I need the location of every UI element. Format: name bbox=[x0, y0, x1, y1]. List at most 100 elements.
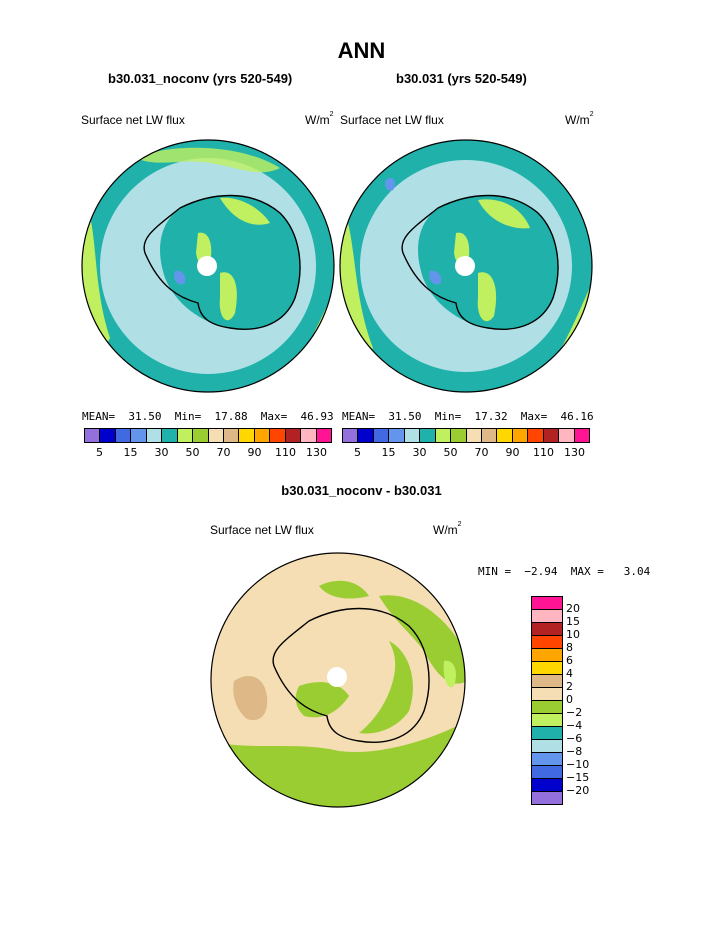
panel-2-stats: MEAN= 31.50 Min= 17.32 Max= 46.16 bbox=[342, 410, 594, 423]
panel-1-subtitle: b30.031_noconv (yrs 520-549) bbox=[108, 71, 293, 86]
colorbar-swatch bbox=[239, 429, 255, 442]
colorbar-swatch bbox=[131, 429, 147, 442]
colorbar-panel-1-ticks: 5 15 30 50 70 90 110 130 bbox=[84, 446, 332, 460]
panel-2-units: W/m2 bbox=[565, 111, 594, 127]
colorbar-swatch bbox=[466, 429, 482, 442]
colorbar-tick-label: 2 bbox=[566, 680, 573, 693]
colorbar-tick-label: 8 bbox=[566, 641, 573, 654]
colorbar-tick-label: 30 bbox=[412, 446, 427, 459]
diff-units: W/m2 bbox=[433, 521, 462, 537]
colorbar-swatch bbox=[532, 766, 562, 779]
colorbar-swatch bbox=[301, 429, 317, 442]
colorbar-tick-label: −20 bbox=[566, 784, 590, 797]
colorbar-swatch bbox=[162, 429, 178, 442]
colorbar-tick-label: −6 bbox=[566, 732, 583, 745]
colorbar-tick-label: 90 bbox=[505, 446, 520, 459]
colorbar-tick-label: 20 bbox=[566, 602, 580, 615]
colorbar-swatch bbox=[532, 701, 562, 714]
colorbar-diff-ticks: 20 15 10 8 6 4 2 0 −2 −4 −6 −8 −10 −15 −20 bbox=[566, 596, 606, 806]
colorbar-swatch bbox=[208, 429, 224, 442]
colorbar-swatch bbox=[223, 429, 240, 442]
colorbar-swatch bbox=[532, 662, 562, 675]
colorbar-swatch bbox=[177, 429, 194, 442]
colorbar-tick-label: −10 bbox=[566, 758, 590, 771]
colorbar-diff bbox=[531, 596, 563, 805]
colorbar-swatch bbox=[420, 429, 436, 442]
colorbar-swatch bbox=[532, 675, 562, 688]
colorbar-tick-label: 5 bbox=[96, 446, 103, 459]
colorbar-swatch bbox=[373, 429, 390, 442]
colorbar-tick-label: 90 bbox=[247, 446, 262, 459]
colorbar-tick-label: −15 bbox=[566, 771, 590, 784]
colorbar-tick-label: 130 bbox=[306, 446, 327, 459]
colorbar-swatch bbox=[404, 429, 421, 442]
panel-1-stats: MEAN= 31.50 Min= 17.88 Max= 46.93 bbox=[82, 410, 334, 423]
colorbar-panel-1 bbox=[84, 428, 332, 443]
colorbar-tick-label: 50 bbox=[185, 446, 200, 459]
colorbar-swatch bbox=[481, 429, 498, 442]
colorbar-swatch bbox=[532, 714, 562, 727]
colorbar-swatch bbox=[528, 429, 544, 442]
colorbar-swatch bbox=[389, 429, 405, 442]
polar-map-2 bbox=[339, 139, 593, 393]
colorbar-swatch bbox=[193, 429, 209, 442]
colorbar-swatch bbox=[512, 429, 529, 442]
plot-title: ANN bbox=[337, 38, 386, 63]
panel-2-variable: Surface net LW flux bbox=[340, 113, 444, 127]
colorbar-tick-label: 15 bbox=[566, 615, 580, 628]
panel-1-units: W/m2 bbox=[305, 111, 334, 127]
colorbar-tick-label: 130 bbox=[564, 446, 585, 459]
colorbar-swatch bbox=[115, 429, 132, 442]
colorbar-swatch bbox=[270, 429, 286, 442]
panel-2-subtitle: b30.031 (yrs 520-549) bbox=[396, 71, 527, 86]
colorbar-tick-label: 110 bbox=[533, 446, 554, 459]
colorbar-tick-label: 70 bbox=[216, 446, 231, 459]
colorbar-swatch bbox=[532, 636, 562, 649]
colorbar-swatch bbox=[532, 727, 562, 740]
colorbar-swatch bbox=[146, 429, 163, 442]
colorbar-tick-label: 110 bbox=[275, 446, 296, 459]
colorbar-swatch bbox=[435, 429, 452, 442]
colorbar-swatch bbox=[532, 740, 562, 753]
colorbar-panel-2 bbox=[342, 428, 590, 443]
colorbar-tick-label: −8 bbox=[566, 745, 583, 758]
colorbar-tick-label: 6 bbox=[566, 654, 573, 667]
polar-map-1 bbox=[81, 139, 335, 393]
colorbar-swatch bbox=[254, 429, 271, 442]
colorbar-swatch bbox=[85, 429, 101, 442]
colorbar-swatch bbox=[316, 429, 331, 442]
colorbar-swatch bbox=[532, 649, 562, 662]
colorbar-swatch bbox=[497, 429, 513, 442]
colorbar-swatch bbox=[100, 429, 116, 442]
colorbar-tick-label: 10 bbox=[566, 628, 580, 641]
diff-variable: Surface net LW flux bbox=[210, 523, 314, 537]
diff-subtitle: b30.031_noconv - b30.031 bbox=[281, 483, 442, 498]
colorbar-tick-label: 70 bbox=[474, 446, 489, 459]
colorbar-tick-label: 15 bbox=[123, 446, 138, 459]
colorbar-tick-label: 0 bbox=[566, 693, 573, 706]
colorbar-swatch bbox=[532, 753, 562, 766]
colorbar-tick-label: 5 bbox=[354, 446, 361, 459]
colorbar-swatch bbox=[451, 429, 467, 442]
colorbar-swatch bbox=[532, 688, 562, 701]
colorbar-tick-label: −2 bbox=[566, 706, 583, 719]
colorbar-swatch bbox=[343, 429, 359, 442]
colorbar-swatch bbox=[532, 792, 562, 804]
colorbar-tick-label: 50 bbox=[443, 446, 458, 459]
colorbar-tick-label: 15 bbox=[381, 446, 396, 459]
colorbar-swatch bbox=[532, 610, 562, 623]
colorbar-tick-label: 4 bbox=[566, 667, 573, 680]
colorbar-swatch bbox=[543, 429, 560, 442]
colorbar-swatch bbox=[358, 429, 374, 442]
polar-map-diff bbox=[210, 552, 466, 808]
diff-stats: MIN = −2.94 MAX = 3.04 bbox=[478, 565, 651, 578]
colorbar-swatch bbox=[532, 779, 562, 792]
colorbar-tick-label: 30 bbox=[154, 446, 169, 459]
colorbar-swatch bbox=[532, 623, 562, 636]
colorbar-swatch bbox=[574, 429, 589, 442]
colorbar-swatch bbox=[532, 597, 562, 610]
colorbar-swatch bbox=[285, 429, 302, 442]
colorbar-swatch bbox=[559, 429, 575, 442]
colorbar-tick-label: −4 bbox=[566, 719, 583, 732]
colorbar-panel-2-ticks: 5 15 30 50 70 90 110 130 bbox=[342, 446, 590, 460]
